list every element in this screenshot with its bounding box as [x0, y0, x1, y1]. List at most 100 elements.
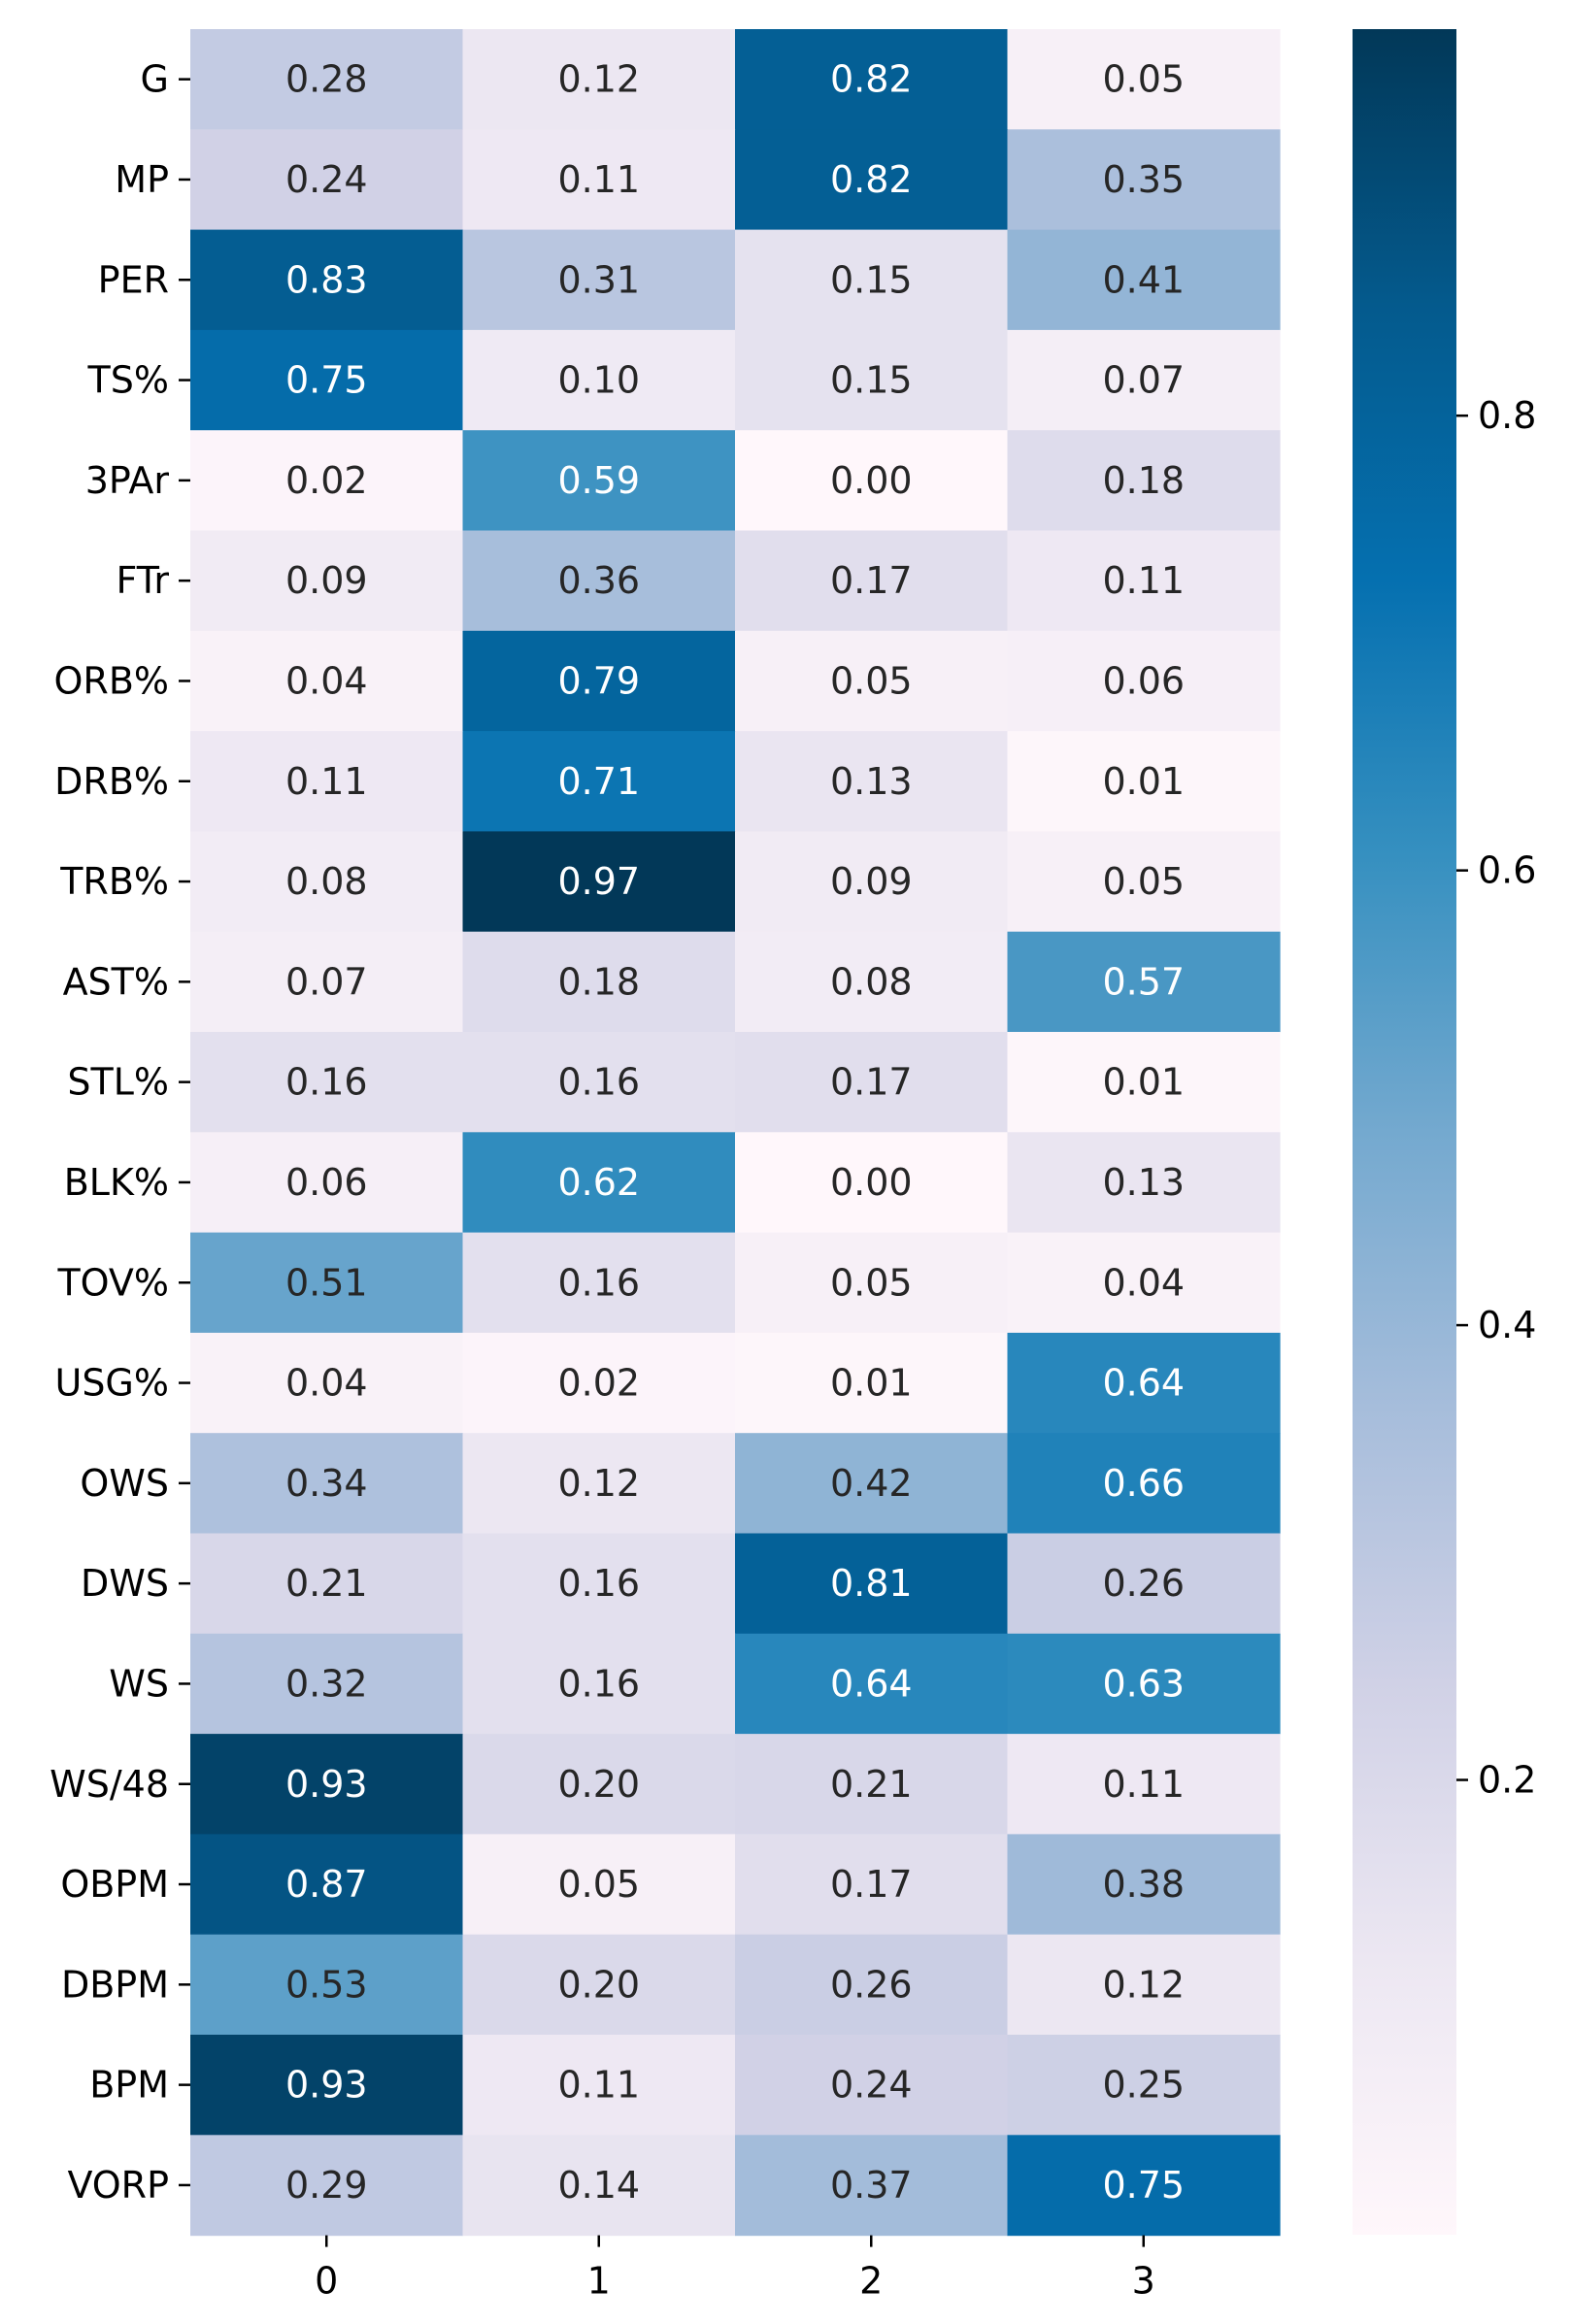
heatmap-cells	[190, 29, 1281, 2237]
heatmap-cell	[735, 1032, 1009, 1133]
cell-value-label: 0.01	[830, 1362, 913, 1405]
cell-value-label: 0.51	[285, 1261, 368, 1304]
y-tick-label: VORP	[67, 2164, 169, 2207]
cell-value-label: 0.11	[1102, 559, 1185, 602]
y-tick-label: BLK%	[64, 1161, 169, 1204]
heatmap-cell	[735, 29, 1009, 130]
cell-value-label: 0.09	[285, 559, 368, 602]
heatmap-cell	[190, 931, 464, 1033]
cell-value-label: 0.53	[285, 1963, 368, 2006]
cell-value-label: 0.05	[830, 1261, 913, 1304]
heatmap-cell	[735, 1934, 1009, 2036]
heatmap-cell	[735, 1834, 1009, 1936]
heatmap-cell	[462, 29, 736, 130]
heatmap-cell	[1007, 1734, 1281, 1835]
cell-value-label: 0.75	[1102, 2164, 1185, 2207]
heatmap-cell	[1007, 1032, 1281, 1133]
heatmap-cell	[462, 530, 736, 632]
heatmap-cell	[462, 931, 736, 1033]
cell-value-label: 0.31	[557, 258, 640, 301]
heatmap-cell	[462, 731, 736, 832]
cell-value-label: 0.59	[557, 459, 640, 502]
cell-value-label: 0.15	[830, 359, 913, 402]
heatmap-cell	[190, 1433, 464, 1535]
heatmap-cell	[1007, 931, 1281, 1033]
heatmap-cell	[1007, 1232, 1281, 1334]
heatmap-cell	[462, 1232, 736, 1334]
y-axis: G MP PER TS% 3PAr FTr ORB% DRB% TRB% AST% STL% BLK%…	[50, 58, 190, 2207]
y-tick-label: PER	[98, 258, 169, 301]
colorbar-ticks: 0.2 0.4 0.6 0.8	[1456, 394, 1536, 1802]
heatmap-cell	[1007, 229, 1281, 331]
heatmap-cell	[190, 29, 464, 130]
y-tick-label: ORB%	[54, 659, 170, 702]
y-tick-label: DWS	[81, 1562, 169, 1605]
cell-value-label: 0.17	[830, 559, 913, 602]
cell-value-label: 0.00	[830, 459, 913, 502]
cell-value-label: 0.08	[830, 960, 913, 1003]
colorbar-tick-label: 0.8	[1478, 394, 1536, 437]
heatmap-cell	[462, 831, 736, 933]
cell-value-label: 0.05	[1102, 860, 1185, 903]
cell-value-label: 0.11	[285, 760, 368, 803]
y-tick-label: STL%	[67, 1061, 169, 1104]
cell-value-label: 0.82	[830, 58, 913, 101]
cell-value-label: 0.06	[1102, 659, 1185, 702]
y-tick-label: DBPM	[61, 1963, 169, 2006]
cell-value-label: 0.25	[1102, 2064, 1185, 2107]
heatmap-cell	[735, 731, 1009, 832]
cell-value-label: 0.18	[557, 960, 640, 1003]
heatmap-cell	[190, 1533, 464, 1635]
cell-value-label: 0.20	[557, 1963, 640, 2006]
heatmap-cell	[190, 1232, 464, 1334]
heatmap-cell	[190, 430, 464, 532]
heatmap-cell	[1007, 1633, 1281, 1735]
heatmap-cell	[462, 329, 736, 431]
cell-value-label: 0.01	[1102, 760, 1185, 803]
cell-value-label: 0.24	[285, 158, 368, 201]
y-tick-label: FTr	[117, 559, 170, 602]
cell-value-label: 0.16	[557, 1562, 640, 1605]
cell-value-label: 0.11	[557, 2064, 640, 2107]
cell-value-label: 0.42	[830, 1462, 913, 1505]
cell-value-label: 0.15	[830, 258, 913, 301]
heatmap-cell	[735, 1533, 1009, 1635]
cell-value-label: 0.06	[285, 1161, 368, 1204]
heatmap-cell	[735, 430, 1009, 532]
cell-value-label: 0.21	[285, 1562, 368, 1605]
heatmap-cell	[1007, 2135, 1281, 2237]
cell-value-label: 0.26	[1102, 1562, 1185, 1605]
heatmap-cell	[1007, 1934, 1281, 2036]
heatmap-cell	[190, 2035, 464, 2136]
heatmap-cell	[1007, 1132, 1281, 1234]
heatmap-cell	[462, 2135, 736, 2237]
x-tick-label: 0	[315, 2260, 338, 2303]
cell-value-label: 0.66	[1102, 1462, 1185, 1505]
heatmap-cell	[1007, 329, 1281, 431]
cell-value-label: 0.62	[557, 1161, 640, 1204]
heatmap-cell	[735, 931, 1009, 1033]
heatmap-cell	[462, 129, 736, 231]
cell-value-label: 0.11	[557, 158, 640, 201]
cell-value-label: 0.00	[830, 1161, 913, 1204]
y-tick-label: AST%	[63, 960, 169, 1003]
heatmap-cell	[735, 2035, 1009, 2136]
heatmap-cell	[1007, 630, 1281, 732]
cell-value-label: 0.32	[285, 1662, 368, 1705]
cell-value-label: 0.64	[1102, 1362, 1185, 1405]
cell-value-label: 0.02	[285, 459, 368, 502]
heatmap-cell	[190, 2135, 464, 2237]
heatmap-cell	[1007, 430, 1281, 532]
cell-value-label: 0.10	[557, 359, 640, 402]
heatmap-cell	[190, 530, 464, 632]
cell-value-label: 0.13	[830, 760, 913, 803]
y-tick-label: BPM	[89, 2064, 169, 2107]
heatmap-cell	[190, 1633, 464, 1735]
colorbar-tick-label: 0.4	[1478, 1304, 1536, 1346]
heatmap-cell	[190, 1734, 464, 1835]
cell-value-label: 0.05	[830, 659, 913, 702]
heatmap-cell	[735, 1433, 1009, 1535]
cell-value-label: 0.12	[557, 1462, 640, 1505]
heatmap-cell	[462, 1433, 736, 1535]
heatmap-cell	[1007, 731, 1281, 832]
